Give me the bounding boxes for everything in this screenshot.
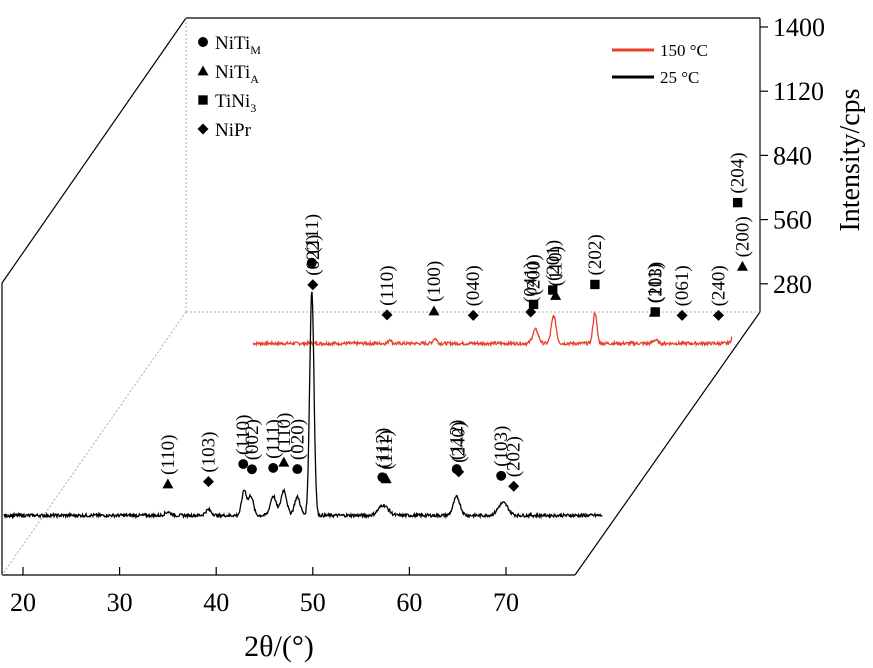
marker-legend: NiTiM NiTiA TiNi3 NiPr	[197, 33, 261, 141]
circle-marker	[246, 464, 257, 475]
x-tick-label: 60	[396, 588, 422, 617]
peak-label: (202)	[504, 436, 525, 477]
triangle-marker	[197, 65, 209, 76]
square-marker	[590, 279, 600, 290]
peak-label: (110)	[158, 435, 179, 475]
y-axis-title: Intensity/cps	[835, 88, 866, 231]
x-tick-label: 70	[493, 588, 519, 617]
peak-label: (112)	[372, 428, 393, 468]
circle-marker	[496, 470, 507, 481]
peak-label: (200)	[524, 254, 545, 295]
peak-label: (111)	[376, 430, 397, 470]
x-tick-label: 50	[300, 588, 326, 617]
series-legend: 150 °C 25 °C	[612, 41, 708, 87]
series-line	[252, 311, 733, 348]
frame-line-hidden	[1, 311, 187, 576]
y-tick-label: 280	[773, 270, 812, 299]
peak-label: (002)	[242, 419, 263, 460]
y-tick-label: 560	[773, 206, 812, 235]
square-marker	[732, 197, 743, 208]
triangle-marker	[550, 289, 562, 300]
peak-label: (111)	[302, 214, 323, 254]
peak-label: (061)	[672, 265, 693, 306]
y-axis: 280 560 840 1120 1400 Intensity/cps	[760, 13, 866, 299]
triangle-marker	[278, 456, 290, 467]
peak-label: (110)	[546, 246, 567, 286]
diamond-marker	[676, 309, 688, 321]
marker-legend-label: NiTiA	[215, 62, 259, 86]
x-tick-label: 30	[107, 588, 133, 617]
series-legend-label: 25 °C	[660, 68, 699, 87]
triangle-marker	[736, 260, 748, 271]
peak-label: (103)	[198, 432, 219, 473]
frame-line	[1, 17, 187, 284]
marker-legend-label: NiTiM	[215, 33, 261, 57]
circle-marker	[306, 257, 317, 268]
square-marker	[528, 299, 539, 310]
frame-3d	[1, 17, 761, 576]
marker-legend-label: TiNi3	[215, 91, 256, 115]
peak-label: (240)	[449, 422, 470, 463]
peak-label: (201)	[543, 240, 564, 281]
circle-marker	[198, 37, 208, 47]
x-tick-label: 20	[10, 588, 36, 617]
circle-marker	[292, 464, 303, 475]
frame-line	[574, 311, 761, 576]
peak-label: (040)	[463, 265, 484, 306]
peak-label: (111)	[263, 419, 284, 459]
circle-marker	[268, 462, 279, 473]
peak-label: (240)	[708, 265, 729, 306]
peak-label: (111)	[644, 263, 665, 303]
circle-marker	[238, 459, 249, 469]
y-tick-label: 1120	[773, 77, 824, 106]
peak-label: (103)	[491, 426, 512, 467]
diamond-marker	[381, 309, 393, 321]
peak-label: (112)	[447, 420, 468, 460]
marker-legend-label: NiPr	[215, 120, 252, 141]
peak-label: (110)	[377, 265, 398, 305]
y-tick-label: 840	[773, 141, 812, 170]
diamond-marker	[307, 279, 319, 291]
annotation-layer: (110) (100) (040) (200)(041)(201)(110) (202)…	[158, 152, 753, 492]
square-marker	[198, 95, 208, 105]
x-tick-label: 40	[203, 588, 229, 617]
peak-label: (041)	[521, 262, 542, 303]
diamond-marker	[712, 309, 724, 321]
triangle-marker	[648, 306, 660, 317]
peak-label: (200)	[732, 216, 753, 257]
triangle-marker	[380, 473, 392, 484]
peak-label: (022)	[303, 235, 324, 276]
x-axis-title: 2θ/(°)	[244, 630, 314, 663]
series-line	[3, 291, 603, 520]
diamond-marker	[467, 309, 479, 321]
peak-label: (110)	[233, 415, 254, 455]
square-marker	[548, 285, 558, 295]
triangle-marker	[428, 305, 440, 316]
diamond-marker	[197, 123, 209, 135]
peak-label: (110)	[274, 413, 295, 453]
diamond-marker	[453, 466, 465, 478]
diamond-marker	[525, 306, 537, 318]
y-tick-label: 1400	[773, 13, 825, 42]
series-legend-label: 150 °C	[660, 41, 708, 60]
peak-label: (100)	[424, 261, 445, 302]
diamond-marker	[202, 476, 214, 488]
peak-label: (204)	[728, 152, 749, 193]
peak-label: (202)	[585, 234, 606, 275]
diamond-marker	[508, 480, 520, 492]
triangle-marker	[162, 478, 174, 489]
peak-label: (203)	[645, 262, 666, 303]
x-axis: 20 30 40 50 60 70 2θ/(°)	[10, 567, 519, 663]
series-layer	[3, 291, 733, 520]
peak-label: (020)	[287, 419, 308, 460]
